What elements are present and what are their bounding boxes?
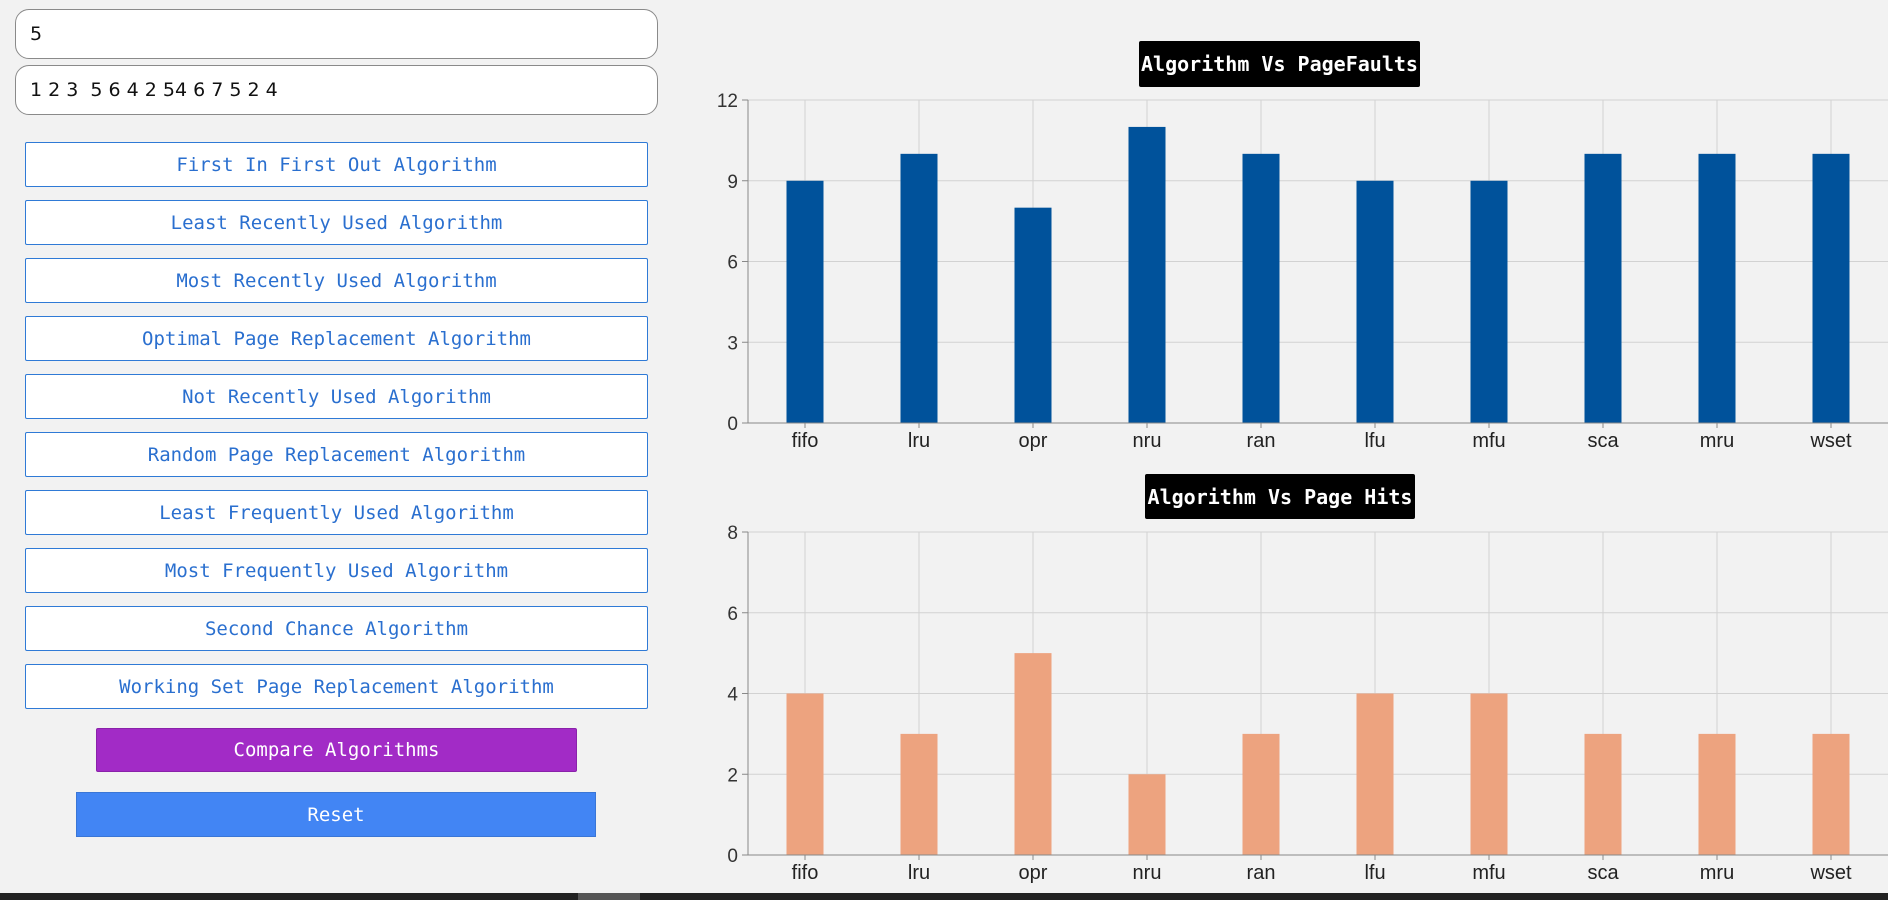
x-tick-label-opr: opr [1019,430,1048,452]
page-faults-chart-title: Algorithm Vs PageFaults [1139,41,1420,87]
faults-bar-lru [900,153,938,424]
y-tick-label: 0 [727,846,738,867]
lru-button[interactable]: Least Recently Used Algorithm [25,200,648,245]
x-tick-label-fifo: fifo [792,862,819,884]
y-tick-label: 6 [727,604,738,625]
optimal-button[interactable]: Optimal Page Replacement Algorithm [25,316,648,361]
x-tick-label-lru: lru [908,862,930,884]
hits-bar-opr [1014,653,1052,855]
scrollbar-thumb[interactable] [578,893,640,900]
control-panel: First In First Out Algorithm Least Recen… [0,0,670,900]
y-tick-label: 9 [727,172,738,193]
page-faults-chart: 0 3 6 9 12 fifo lru opr nru ran lfu mfu sca mru wset [717,91,1888,452]
x-tick-label-ran: ran [1247,430,1276,452]
y-tick-label: 4 [727,685,738,706]
faults-bar-opr [1014,207,1052,423]
x-tick-label-nru: nru [1133,430,1162,452]
x-tick-label-mfu: mfu [1472,862,1505,884]
fifo-button[interactable]: First In First Out Algorithm [25,142,648,187]
hits-bar-wset [1812,733,1850,855]
y-tick-label: 0 [727,414,738,435]
hits-bar-fifo [786,693,824,855]
working-set-button[interactable]: Working Set Page Replacement Algorithm [25,664,648,709]
horizontal-scrollbar[interactable] [0,893,1888,900]
hits-bar-lru [900,733,938,855]
faults-bar-ran [1242,153,1280,424]
y-tick-label: 8 [727,523,738,544]
faults-bar-lfu [1356,180,1394,423]
frames-input[interactable] [15,9,658,59]
x-tick-label-mru: mru [1700,862,1734,884]
hits-bar-lfu [1356,693,1394,855]
x-tick-label-sca: sca [1587,430,1619,452]
compare-algorithms-button[interactable]: Compare Algorithms [96,728,577,772]
mru-button[interactable]: Most Recently Used Algorithm [25,258,648,303]
x-tick-label-mfu: mfu [1472,430,1505,452]
lfu-button[interactable]: Least Frequently Used Algorithm [25,490,648,535]
y-tick-label: 2 [727,765,738,786]
faults-bar-wset [1812,153,1850,424]
faults-bar-mfu [1470,180,1508,423]
hits-bar-sca [1584,733,1622,855]
faults-bar-mru [1698,153,1736,424]
x-tick-label-lru: lru [908,430,930,452]
hits-bar-mru [1698,733,1736,855]
hits-bar-ran [1242,733,1280,855]
nru-button[interactable]: Not Recently Used Algorithm [25,374,648,419]
page-hits-chart: 0 2 4 6 8 fifo lru opr nru ran lfu mfu sca mru wset [727,523,1888,884]
y-tick-label: 3 [727,333,738,354]
second-chance-button[interactable]: Second Chance Algorithm [25,606,648,651]
x-tick-label-lfu: lfu [1364,430,1385,452]
random-button[interactable]: Random Page Replacement Algorithm [25,432,648,477]
x-tick-label-lfu: lfu [1364,862,1385,884]
reset-button[interactable]: Reset [76,792,596,837]
faults-bar-sca [1584,153,1622,424]
x-tick-label-wset: wset [1809,862,1852,884]
y-tick-label: 6 [727,253,738,274]
x-tick-label-wset: wset [1809,430,1852,452]
x-tick-label-opr: opr [1019,862,1048,884]
x-tick-label-fifo: fifo [792,430,819,452]
page-hits-chart-title: Algorithm Vs Page Hits [1145,474,1415,519]
x-tick-label-ran: ran [1247,862,1276,884]
mfu-button[interactable]: Most Frequently Used Algorithm [25,548,648,593]
faults-bar-fifo [786,180,824,423]
faults-bar-nru [1128,126,1166,423]
reference-string-input[interactable] [15,65,658,115]
x-tick-label-mru: mru [1700,430,1734,452]
x-tick-label-nru: nru [1133,862,1162,884]
hits-bar-nru [1128,774,1166,855]
x-tick-label-sca: sca [1587,862,1619,884]
hits-bar-mfu [1470,693,1508,855]
y-tick-label: 12 [717,91,738,112]
